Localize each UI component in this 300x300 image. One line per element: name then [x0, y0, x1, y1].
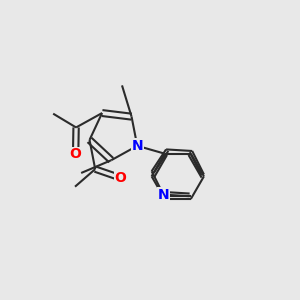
Text: O: O [115, 171, 126, 185]
Text: N: N [158, 188, 169, 202]
Text: O: O [70, 147, 82, 161]
Text: N: N [131, 139, 143, 153]
